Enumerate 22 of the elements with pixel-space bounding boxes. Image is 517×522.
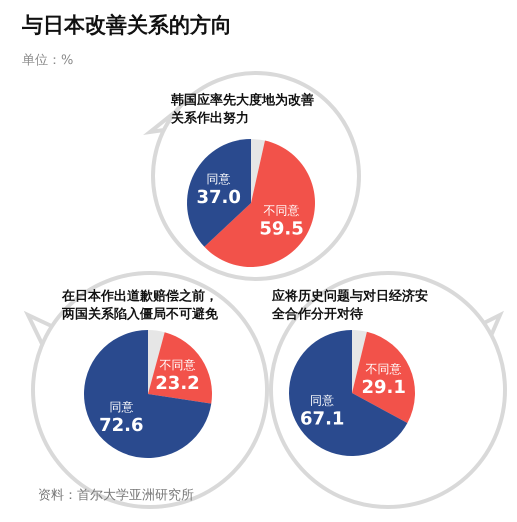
data-label: 72.6 <box>99 414 144 436</box>
slice-label: 不同意 <box>159 358 196 372</box>
data-label: 37.0 <box>196 187 241 208</box>
text: 资料：首尔大学亚洲研究所 <box>38 488 194 503</box>
data-label: 59.5 <box>259 218 304 240</box>
chart-title: 韩国应率先大度地为改善关系作出努力 <box>170 92 314 126</box>
text: 与日本改善关系的方向 <box>21 13 232 37</box>
chart-title: 在日本作出道歉赔偿之前，两国关系陷入僵局不可避免 <box>61 288 219 322</box>
data-label: 23.2 <box>155 372 200 394</box>
text: 单位：% <box>22 53 74 68</box>
pie-slice <box>84 330 212 458</box>
data-label: 29.1 <box>361 376 406 398</box>
slice-label: 同意 <box>310 394 334 408</box>
data-label: 67.1 <box>300 408 344 430</box>
slice-label: 不同意 <box>366 362 402 376</box>
pie-slice <box>251 139 265 203</box>
slice-label: 同意 <box>109 400 134 414</box>
chart-title: 应将历史问题与对日经济安全合作分开对待 <box>271 288 428 322</box>
slice-label: 不同意 <box>264 203 300 218</box>
pie-slice <box>289 330 408 456</box>
pie-slice <box>187 139 251 247</box>
slice-label: 同意 <box>206 172 231 186</box>
